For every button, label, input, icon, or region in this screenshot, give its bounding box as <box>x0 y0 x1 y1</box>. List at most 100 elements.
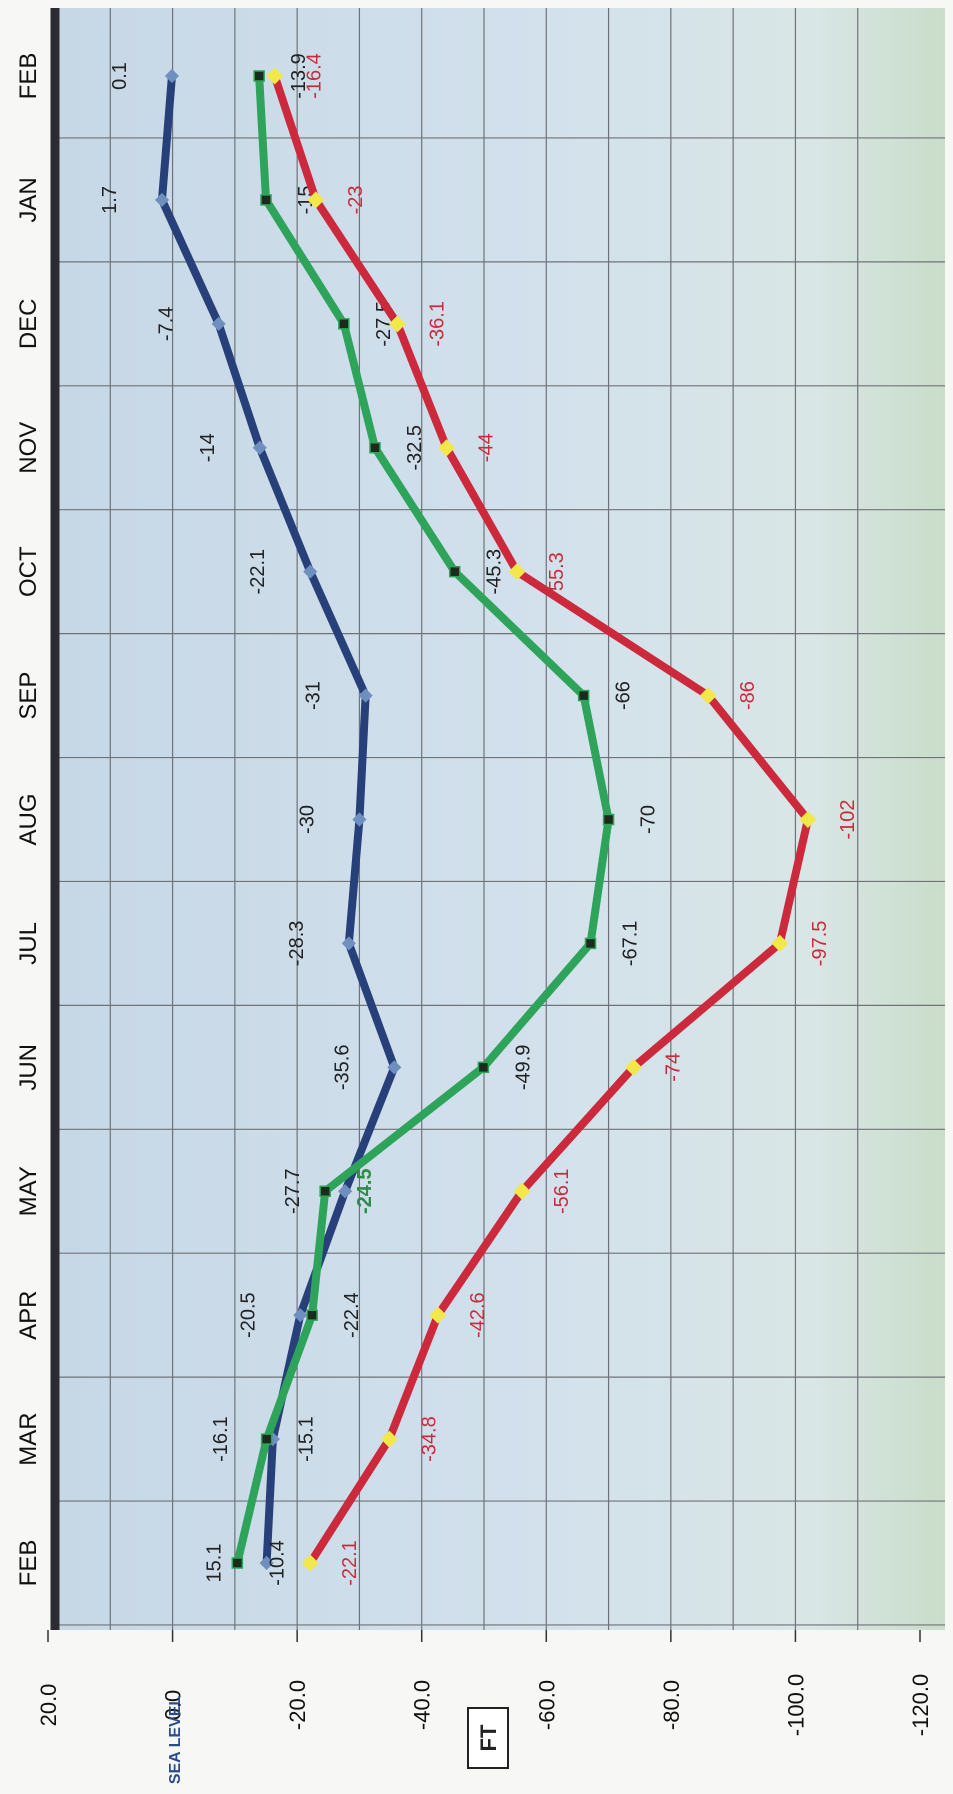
data-point <box>260 194 272 206</box>
y-tick-label: 0.0 <box>161 1690 186 1721</box>
y-tick-label: -40.0 <box>410 1680 435 1730</box>
data-point <box>508 563 526 581</box>
category-label: MAY <box>15 1166 42 1216</box>
y-tick-label: -120.0 <box>908 1674 933 1736</box>
data-point <box>602 813 615 826</box>
data-label: 0.1 <box>109 62 131 90</box>
data-point <box>513 1182 531 1200</box>
data-label: -70 <box>638 805 660 834</box>
data-label: -32.5 <box>404 425 426 471</box>
y-axis-title: FT <box>476 1724 501 1751</box>
category-label: JUL <box>15 922 42 965</box>
category-label: SEP <box>15 672 42 720</box>
category-label: AUG <box>15 793 42 845</box>
data-point <box>369 442 381 454</box>
category-label: DEC <box>15 298 42 349</box>
data-point <box>577 689 590 702</box>
data-point <box>306 1309 318 1321</box>
category-label: JAN <box>15 177 42 222</box>
data-point <box>319 1185 331 1197</box>
data-point <box>341 936 356 951</box>
data-point <box>352 812 367 827</box>
y-tick-label: -60.0 <box>534 1680 559 1730</box>
data-label: -102 <box>837 799 859 839</box>
data-label: -67.1 <box>620 921 642 967</box>
data-point <box>252 440 267 455</box>
data-label: -97.5 <box>809 921 831 967</box>
data-point <box>266 67 284 85</box>
data-label: -23 <box>345 185 367 214</box>
data-label: -66 <box>613 681 635 710</box>
data-label: -16.1 <box>210 1416 232 1462</box>
data-label: -35.6 <box>331 1045 353 1091</box>
data-label: -36.1 <box>426 301 448 347</box>
data-point <box>338 1184 353 1199</box>
data-label: -44 <box>476 433 498 462</box>
data-point <box>259 1555 274 1571</box>
data-label: -15.1 <box>296 1416 318 1462</box>
data-label: -30 <box>296 805 318 834</box>
category-label: FEB <box>15 53 42 100</box>
data-point <box>293 1308 308 1323</box>
data-label: -28.3 <box>286 921 308 967</box>
y-tick-label: 20.0 <box>36 1684 61 1727</box>
data-label: -24.5 <box>354 1168 376 1214</box>
data-label: -86 <box>737 681 759 710</box>
data-label: -49.9 <box>512 1045 534 1091</box>
category-label: FEB <box>15 1540 42 1587</box>
data-label: -13.9 <box>288 53 310 99</box>
y-axis-title-group: SEA LEVEL FT <box>167 1696 509 1785</box>
data-point <box>253 70 265 82</box>
data-label: 15.1 <box>204 1544 226 1583</box>
data-label: -22.1 <box>339 1540 361 1586</box>
data-point <box>799 811 817 828</box>
data-point <box>388 315 406 333</box>
data-point <box>260 1433 273 1445</box>
category-label: APR <box>15 1290 42 1339</box>
data-point <box>307 191 325 209</box>
data-point <box>448 565 461 578</box>
plot-area <box>58 8 945 1630</box>
category-label: OCT <box>15 546 42 597</box>
data-point <box>699 687 717 705</box>
category-label: NOV <box>15 422 42 474</box>
data-label: 1.7 <box>99 186 121 214</box>
ft-box <box>467 1707 509 1769</box>
x-axis-categories: FEB MAR APR MAY JUN JUL AUG SEP OCT NOV DEC JAN FEB <box>15 53 42 1587</box>
data-point <box>584 937 597 950</box>
sea-level-label: SEA LEVEL <box>167 1696 184 1785</box>
category-label: MAR <box>15 1412 42 1465</box>
y-axis-ticks: 20.0 0.0 -20.0 -40.0 -60.0 -80.0 -100.0 -120.0 <box>36 1630 933 1736</box>
data-label: -34.8 <box>418 1416 440 1462</box>
data-label: -22.4 <box>341 1292 363 1338</box>
data-point <box>387 1060 402 1075</box>
data-label: -22.1 <box>247 549 269 595</box>
data-point <box>771 934 789 952</box>
data-label: -74 <box>662 1053 684 1082</box>
data-label: -42.6 <box>467 1292 489 1338</box>
y-tick-label: -100.0 <box>783 1674 808 1736</box>
data-point <box>438 439 456 457</box>
data-label: -7.4 <box>156 307 178 341</box>
data-label: -14 <box>197 433 219 462</box>
series-2: -10.4 -15.1 -22.4 -24.5 -49.9 -67.1 -70 -66 -45.… <box>231 53 660 1586</box>
data-label: -31 <box>303 681 325 710</box>
data-label: -20.5 <box>237 1292 259 1338</box>
data-point <box>477 1061 490 1074</box>
data-point <box>625 1058 642 1076</box>
data-label: -16.4 <box>304 53 326 99</box>
data-label: -27.7 <box>282 1168 304 1214</box>
y-tick-label: -80.0 <box>659 1680 684 1730</box>
data-point <box>211 316 226 331</box>
data-point <box>338 318 350 330</box>
data-label: -10.4 <box>266 1540 288 1586</box>
data-point <box>303 564 318 579</box>
series-1: 15.1 -16.1 -20.5 -27.7 -35.6 -28.3 -30 -31 -22.1… <box>99 62 402 1583</box>
data-label: -56.1 <box>551 1168 573 1214</box>
data-label: -45.3 <box>484 549 506 595</box>
category-label: JUN <box>15 1044 42 1091</box>
data-label: 55.3 <box>546 552 568 591</box>
data-point <box>154 192 170 207</box>
